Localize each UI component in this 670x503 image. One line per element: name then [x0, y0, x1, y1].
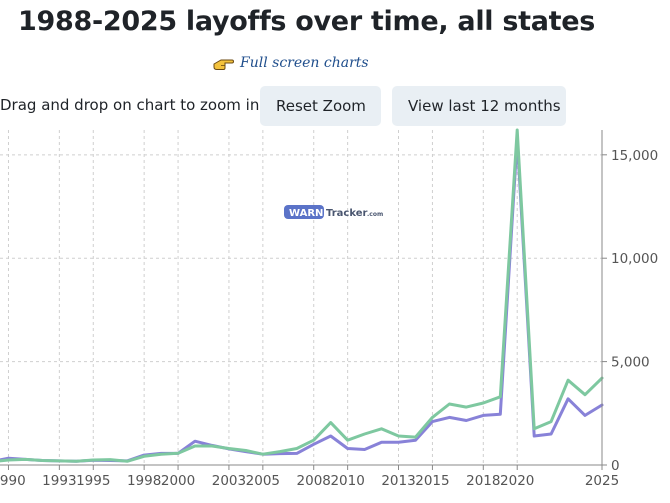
- zoom-hint: Drag and drop on chart to zoom in.: [0, 96, 265, 114]
- x-tick-label: 1995: [76, 473, 110, 489]
- page-title: 1988-2025 layoffs over time, all states: [18, 6, 596, 37]
- pointing-hand-icon: [212, 55, 235, 71]
- watermark-part1: WARN: [289, 208, 323, 219]
- x-tick-label: 2020: [500, 473, 534, 489]
- warntracker-watermark: WARN Tracker .com: [284, 205, 383, 219]
- y-tick-label: 15,000: [611, 148, 658, 164]
- watermark-part2: Tracker: [326, 208, 367, 219]
- y-tick-label: 0: [611, 458, 620, 474]
- fullscreen-charts-label: Full screen charts: [240, 55, 369, 71]
- x-tick-label: 2005: [246, 473, 280, 489]
- x-tick-label: 2025: [585, 473, 619, 489]
- y-tick-label: 5,000: [611, 355, 650, 371]
- x-tick-label: 1990: [0, 473, 26, 489]
- fullscreen-charts-link[interactable]: Full screen charts: [212, 55, 369, 71]
- watermark-badge: [284, 205, 324, 219]
- chart-series: [0, 128, 604, 463]
- chart-grid: [0, 130, 602, 465]
- x-tick-label: 2018: [466, 473, 500, 489]
- x-tick-label: 2013: [381, 473, 415, 489]
- x-tick-label: 2003: [212, 473, 246, 489]
- view-last-12-months-button[interactable]: View last 12 months: [392, 86, 566, 126]
- watermark-suffix: .com: [367, 211, 383, 218]
- series-line-1: [0, 136, 604, 463]
- x-tick-label: 2010: [330, 473, 364, 489]
- y-tick-label: 10,000: [611, 251, 658, 267]
- x-tick-label: 2008: [297, 473, 331, 489]
- reset-zoom-button[interactable]: Reset Zoom: [260, 86, 381, 126]
- series-line-2: [0, 128, 604, 463]
- x-tick-label: 2015: [415, 473, 449, 489]
- x-tick-label: 1998: [127, 473, 161, 489]
- x-tick-label: 1993: [42, 473, 76, 489]
- x-tick-label: 2000: [161, 473, 195, 489]
